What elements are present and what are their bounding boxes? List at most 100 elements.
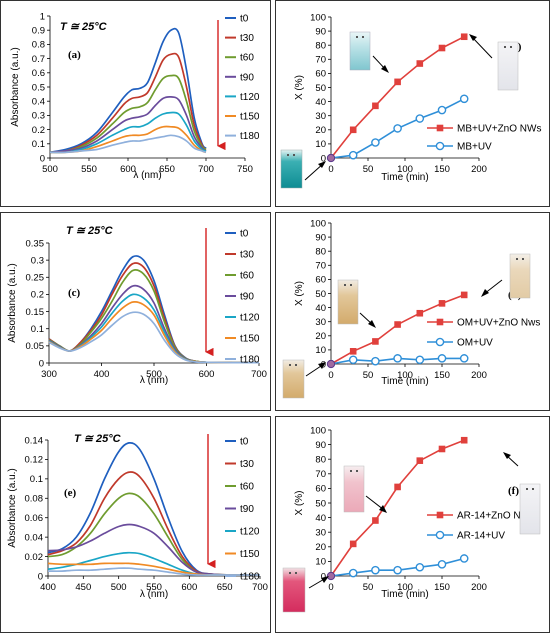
data-point [437,105,447,115]
pointer-arrowhead-f-1 [321,576,329,583]
panel-label-a: (a) [68,49,81,61]
data-point [371,565,380,575]
legend-label: t60 [240,482,254,493]
panel-c-border [0,212,271,411]
legend-label: OM+UV [457,338,493,349]
legend-label: t30 [240,459,254,470]
y-tick-label: 50 [315,83,326,94]
series-line-t180 [47,567,260,576]
x-tick-label: 50 [363,370,374,381]
x-tick-label: 500 [42,164,58,175]
y-tick-label: 10 [315,345,326,356]
series-line-t0 [49,27,207,154]
y-tick-label: 20 [315,125,326,136]
data-point [415,562,425,572]
data-point [460,436,468,444]
x-axis-title: Time (min) [381,376,428,387]
x-axis-title: λ (nm) [133,170,161,181]
x-axis-title: Time (min) [381,589,428,600]
series-line-t150 [49,125,207,154]
y-tick-label: 100 [310,425,326,436]
x-tick-label: 400 [40,582,56,593]
data-point [394,483,401,491]
legend-label: t150 [240,112,260,123]
data-point [393,565,402,575]
data-point [393,354,402,363]
y-tick-label: 100 [310,12,326,23]
legend-label: t30 [240,33,254,44]
cuvette-photo-f-middle [343,465,365,513]
x-tick-label: 50 [363,164,374,175]
data-point [437,354,447,363]
y-tick-label: 100 [310,218,326,229]
chart-b: 0 10 20 30 40 50 60 70 80 90 100 0 50 100 150 200 Time (… [294,12,541,183]
x-tick-label: 50 [363,582,374,593]
y-tick-label: 0.12 [25,455,44,466]
legend-label: t180 [240,131,260,142]
y-tick-label: 90 [315,26,326,37]
y-tick-label: 0 [38,571,43,582]
data-point [438,445,446,453]
legend-label: OM+UV+ZnO Nws [457,318,540,329]
x-tick-label: 500 [146,369,162,380]
chart-e: 0 0.02 0.04 0.06 0.08 0.1 0.12 0.14 400 450 500 550… [7,435,268,600]
pointer-arrowhead-d-2 [368,320,376,328]
y-tick-label: 70 [315,469,326,480]
legend-label: t180 [240,355,260,366]
data-point [394,78,401,86]
chart-a: 0 0.1 0.2 0.3 0.4 0.5 0.6 0.7 0.8 0.9 1 500 550 600 65… [10,11,260,181]
x-tick-label: 500 [111,582,127,593]
x-tick-label: 600 [120,164,136,175]
cuvette-photo-d-middle [337,279,359,325]
pointer-arrowhead-f-2 [379,505,387,513]
x-tick-label: 600 [199,369,215,380]
data-point [460,291,468,299]
data-point [394,321,401,328]
y-tick-label: 0.1 [31,324,44,335]
data-point [372,338,379,345]
y-tick-label: 90 [315,232,326,243]
x-tick-label: 0 [328,370,333,381]
pointer-arrow-b-3 [471,36,493,59]
pointer-arrowhead-f-3 [503,452,511,459]
pointer-arrowhead-d-3 [481,289,489,297]
legend-label: MB+UV+ZnO NWs [457,124,541,135]
series-line-t180 [49,134,207,154]
chart-f: 0 10 20 30 40 50 60 70 80 90 100 0 50 100 150 200 Time (… [294,425,535,600]
data-point [415,114,425,123]
x-tick-label: 200 [471,370,487,381]
panel-label-f: (f) [508,485,519,497]
data-point [371,138,380,147]
panel-label-e: (e) [64,487,77,499]
legend-label: AR-14+ZnO NWs [457,511,535,522]
x-tick-label: 300 [41,369,57,380]
x-tick-label: 100 [397,370,413,381]
x-tick-label: 550 [146,582,162,593]
series-line-t90 [49,95,207,154]
legend-label: t150 [240,549,260,560]
legend-label: t30 [240,250,254,261]
data-point [416,60,424,67]
y-axis-title: X (%) [294,491,305,516]
series-line-t120 [49,111,207,154]
x-tick-label: 700 [251,369,267,380]
y-tick-label: 0 [321,153,326,164]
series-line-t180 [48,311,259,364]
data-point [372,102,379,110]
series-line-t90 [47,523,261,576]
panel-a-border [0,0,271,207]
y-tick-label: 40 [315,97,326,108]
y-tick-label: 0.9 [32,26,45,37]
y-tick-label: 0.02 [25,552,44,563]
data-point [416,457,424,464]
data-point [460,33,468,41]
pointer-arrowhead-b-2 [381,65,389,73]
data-point [459,354,469,363]
y-tick-label: 0.05 [26,341,45,352]
y-axis-title: X (%) [294,75,305,100]
x-tick-label: 450 [75,582,91,593]
x-tick-label: 100 [397,582,413,593]
chart-c: 0 0.05 0.1 0.15 0.2 0.25 0.3 0.35 300 400 500 600 70… [7,229,267,387]
y-tick-label: 0 [39,358,44,369]
